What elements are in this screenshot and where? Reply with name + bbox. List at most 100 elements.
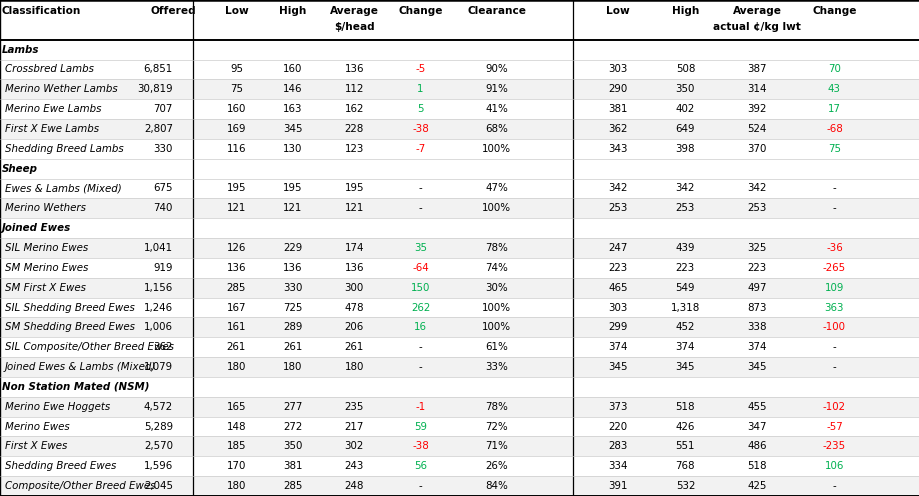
Text: 84%: 84%	[485, 481, 507, 491]
Text: 121: 121	[344, 203, 364, 213]
Text: 1,041: 1,041	[143, 243, 173, 253]
Text: 1,246: 1,246	[143, 303, 173, 312]
Text: -: -	[418, 362, 422, 372]
Text: -38: -38	[412, 124, 428, 134]
Text: 2,807: 2,807	[143, 124, 173, 134]
Text: 163: 163	[282, 104, 302, 114]
Text: 381: 381	[607, 104, 628, 114]
Text: 486: 486	[746, 441, 766, 451]
Text: Sheep: Sheep	[2, 164, 38, 174]
Text: Merino Ewe Lambs: Merino Ewe Lambs	[5, 104, 101, 114]
Text: 342: 342	[746, 184, 766, 193]
Text: Merino Ewe Hoggets: Merino Ewe Hoggets	[5, 402, 109, 412]
Text: 74%: 74%	[485, 263, 507, 273]
Text: 16: 16	[414, 322, 426, 332]
Text: SM First X Ewes: SM First X Ewes	[5, 283, 85, 293]
Text: 374: 374	[746, 342, 766, 352]
Text: 426: 426	[675, 422, 695, 432]
Text: 289: 289	[282, 322, 302, 332]
Text: 338: 338	[746, 322, 766, 332]
Text: -100: -100	[823, 322, 845, 332]
Text: 302: 302	[345, 441, 363, 451]
Text: SIL Composite/Other Breed Ewes: SIL Composite/Other Breed Ewes	[5, 342, 174, 352]
Bar	[0, 317, 919, 337]
Text: -: -	[832, 184, 835, 193]
Text: 130: 130	[282, 144, 302, 154]
Text: 195: 195	[226, 184, 246, 193]
Text: 100%: 100%	[482, 144, 511, 154]
Text: 56: 56	[414, 461, 426, 471]
Text: Change: Change	[398, 6, 442, 16]
Text: Merino Ewes: Merino Ewes	[5, 422, 69, 432]
Bar	[0, 179, 919, 198]
Text: 61%: 61%	[485, 342, 507, 352]
Text: 299: 299	[607, 322, 628, 332]
Text: Merino Wethers: Merino Wethers	[5, 203, 85, 213]
Text: 17: 17	[827, 104, 840, 114]
Text: 150: 150	[410, 283, 430, 293]
Text: 649: 649	[675, 124, 695, 134]
Text: 342: 342	[607, 184, 628, 193]
Text: -265: -265	[822, 263, 845, 273]
Text: 75: 75	[230, 84, 243, 94]
Text: 303: 303	[607, 64, 628, 74]
Text: SM Merino Ewes: SM Merino Ewes	[5, 263, 88, 273]
Bar	[0, 436, 919, 456]
Text: 136: 136	[344, 64, 364, 74]
Text: 1,079: 1,079	[143, 362, 173, 372]
Bar	[0, 139, 919, 159]
Text: 347: 347	[746, 422, 766, 432]
Text: 43: 43	[827, 84, 840, 94]
Text: 229: 229	[283, 243, 301, 253]
Text: Shedding Breed Ewes: Shedding Breed Ewes	[5, 461, 116, 471]
Text: -7: -7	[414, 144, 425, 154]
Bar	[0, 476, 919, 496]
Text: 78%: 78%	[485, 402, 507, 412]
Bar	[0, 99, 919, 119]
Text: 285: 285	[226, 283, 246, 293]
Text: 303: 303	[607, 303, 628, 312]
Text: 381: 381	[282, 461, 302, 471]
Text: Merino Wether Lambs: Merino Wether Lambs	[5, 84, 118, 94]
Bar	[0, 337, 919, 357]
Text: 253: 253	[746, 203, 766, 213]
Text: 518: 518	[746, 461, 766, 471]
Bar	[0, 198, 919, 218]
Text: -68: -68	[825, 124, 842, 134]
Text: 26%: 26%	[485, 461, 507, 471]
Text: 1: 1	[416, 84, 424, 94]
Text: 425: 425	[746, 481, 766, 491]
Text: 261: 261	[226, 342, 246, 352]
Text: -: -	[832, 342, 835, 352]
Text: 180: 180	[226, 362, 246, 372]
Bar	[0, 456, 919, 476]
Text: 345: 345	[607, 362, 628, 372]
Text: 392: 392	[746, 104, 766, 114]
Text: 277: 277	[282, 402, 302, 412]
Text: 223: 223	[675, 263, 694, 273]
Text: Joined Ewes & Lambs (Mixed): Joined Ewes & Lambs (Mixed)	[5, 362, 156, 372]
Text: -: -	[832, 481, 835, 491]
Text: Non Station Mated (NSM): Non Station Mated (NSM)	[2, 382, 149, 392]
Text: 136: 136	[282, 263, 302, 273]
Text: Crossbred Lambs: Crossbred Lambs	[5, 64, 94, 74]
Text: 106: 106	[823, 461, 844, 471]
Text: 549: 549	[675, 283, 695, 293]
Text: 100%: 100%	[482, 203, 511, 213]
Text: 725: 725	[282, 303, 302, 312]
Text: Change: Change	[811, 6, 856, 16]
Text: 33%: 33%	[485, 362, 507, 372]
Text: 465: 465	[607, 283, 628, 293]
Text: 919: 919	[153, 263, 173, 273]
Text: Lambs: Lambs	[2, 45, 40, 55]
Text: 206: 206	[345, 322, 363, 332]
Text: 162: 162	[344, 104, 364, 114]
Text: 91%: 91%	[485, 84, 507, 94]
Text: 261: 261	[344, 342, 364, 352]
Text: 374: 374	[607, 342, 628, 352]
Text: 169: 169	[226, 124, 246, 134]
Text: -64: -64	[412, 263, 428, 273]
Text: 217: 217	[344, 422, 364, 432]
Text: -: -	[418, 481, 422, 491]
Text: 452: 452	[675, 322, 695, 332]
